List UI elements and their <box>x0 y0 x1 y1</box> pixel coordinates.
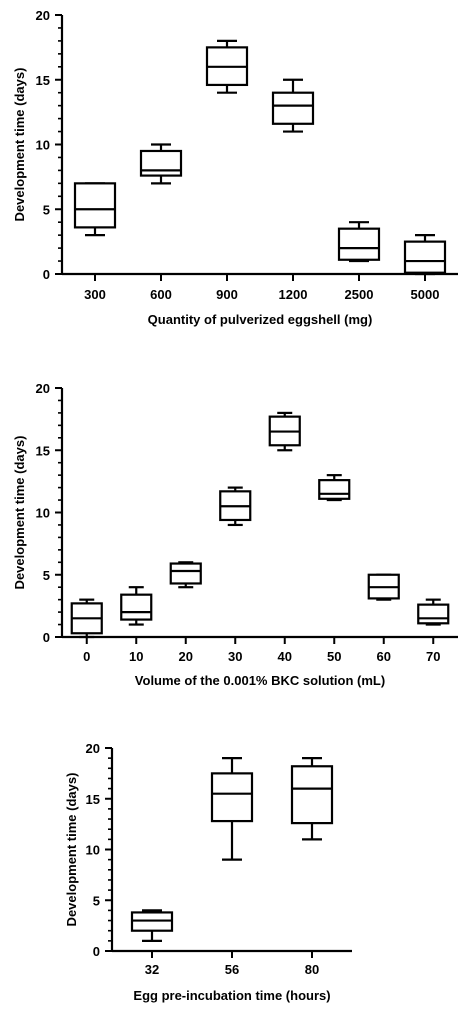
chart-2: 0 5 10 15 20 Development time (days) 0 10 20 30 40… <box>12 381 458 688</box>
chart-3-box-32 <box>130 909 174 942</box>
chart-2-y-tick-label: 0 <box>43 630 50 645</box>
chart-2-x-tick-label: 40 <box>278 649 292 664</box>
chart-3-x-tick-label: 80 <box>305 962 319 977</box>
chart-1-x-tick-label: 5000 <box>411 287 440 302</box>
chart-1-x-tick-label: 1200 <box>279 287 308 302</box>
chart-1-y-tick-label: 10 <box>36 138 50 153</box>
chart-1-box-600 <box>139 143 183 185</box>
chart-2-box-70 <box>417 598 450 626</box>
iqr-box <box>318 479 351 500</box>
chart-2-y-tick-label: 20 <box>36 381 50 396</box>
chart-3-x-tick-label: 32 <box>145 962 159 977</box>
chart-1-y-tick-label: 15 <box>36 73 50 88</box>
chart-2-box-30 <box>219 486 252 527</box>
chart-2-x-tick-label: 0 <box>83 649 90 664</box>
chart-1-box-5000 <box>403 234 447 276</box>
chart-2-box-20 <box>169 561 202 589</box>
chart-2-x-tick-label: 10 <box>129 649 143 664</box>
iqr-box <box>271 91 315 125</box>
iqr-box <box>403 240 447 274</box>
chart-2-x-tick-label: 50 <box>327 649 341 664</box>
chart-1-x-tick-label: 2500 <box>345 287 374 302</box>
chart-2-x-axis-title: Volume of the 0.001% BKC solution (mL) <box>135 673 385 688</box>
chart-3: 0 5 10 15 20 Development time (days) 32 56 80 Egg… <box>64 741 352 1003</box>
chart-2-box-40 <box>268 411 301 452</box>
chart-3-y-tick-label: 0 <box>93 944 100 959</box>
chart-1-x-tick-label: 600 <box>150 287 172 302</box>
iqr-box <box>73 182 117 229</box>
chart-2-x-tick-label: 30 <box>228 649 242 664</box>
chart-1-box-900 <box>205 39 249 94</box>
chart-1-y-tick-label: 5 <box>43 202 50 217</box>
chart-2-y-tick-label: 5 <box>43 568 50 583</box>
chart-1-y-axis-title: Development time (days) <box>12 68 27 222</box>
iqr-box <box>210 772 254 823</box>
chart-2-box-10 <box>120 586 153 626</box>
chart-2-y-tick-label: 10 <box>36 506 50 521</box>
chart-2-box-0 <box>70 598 103 639</box>
chart-3-y-tick-label: 10 <box>86 843 100 858</box>
chart-2-x-tick-label: 20 <box>179 649 193 664</box>
chart-1-y-tick-label: 0 <box>43 267 50 282</box>
chart-3-y-axis-title: Development time (days) <box>64 773 79 927</box>
chart-1: 0 5 10 15 20 Development time (days) 300 600 900… <box>12 8 458 327</box>
chart-2-x-tick-label: 70 <box>426 649 440 664</box>
chart-1-x-axis-title: Quantity of pulverized eggshell (mg) <box>148 312 373 327</box>
chart-1-x-tick-label: 900 <box>216 287 238 302</box>
chart-3-x-axis-title: Egg pre-incubation time (hours) <box>133 988 330 1003</box>
chart-2-y-tick-label: 15 <box>36 443 50 458</box>
iqr-box <box>169 562 202 585</box>
chart-1-box-2500 <box>337 221 381 263</box>
chart-3-box-56 <box>210 757 254 861</box>
iqr-box <box>290 765 334 825</box>
chart-3-box-80 <box>290 757 334 841</box>
chart-1-y-tick-label: 20 <box>36 8 50 23</box>
chart-3-y-tick-label: 5 <box>93 893 100 908</box>
chart-2-x-tick-label: 60 <box>377 649 391 664</box>
iqr-box <box>337 227 381 261</box>
iqr-box <box>120 593 153 621</box>
chart-1-x-tick-label: 300 <box>84 287 106 302</box>
chart-3-x-tick-label: 56 <box>225 962 239 977</box>
chart-2-box-60 <box>367 573 400 601</box>
chart-3-y-tick-label: 15 <box>86 792 100 807</box>
chart-2-y-axis-title: Development time (days) <box>12 436 27 590</box>
chart-2-box-50 <box>318 474 351 502</box>
chart-1-box-1200 <box>271 78 315 133</box>
iqr-box <box>417 603 450 625</box>
chart-3-y-tick-label: 20 <box>86 741 100 756</box>
iqr-box <box>139 149 183 177</box>
chart-1-box-300 <box>73 182 117 237</box>
